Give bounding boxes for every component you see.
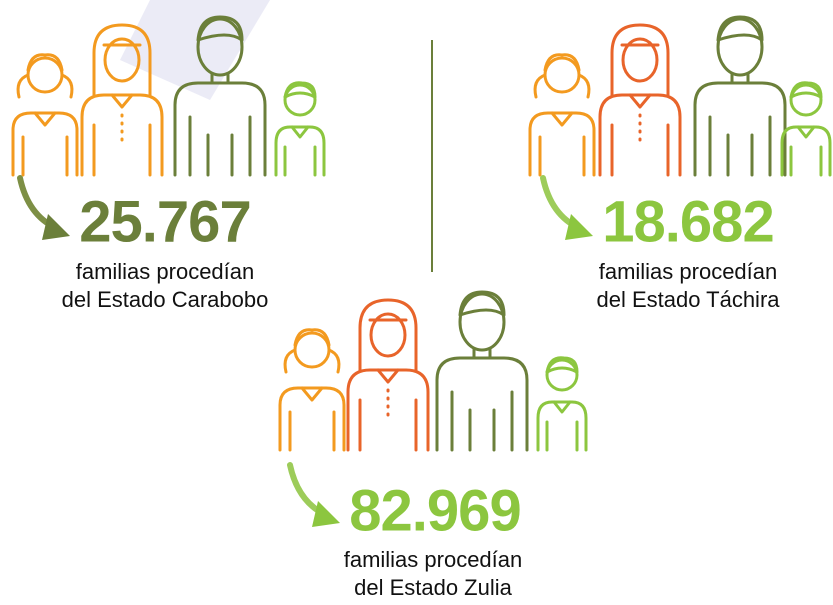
watermark [120, 0, 270, 100]
figure-label: del Estado Táchira [596, 287, 780, 312]
figure-label: del Estado Carabobo [62, 287, 269, 312]
figure-label: familias procedían [76, 259, 255, 284]
arrow [287, 462, 340, 527]
figure-number: 25.767 [79, 189, 250, 254]
figure-label: familias procedían [599, 259, 778, 284]
arrow [17, 175, 70, 240]
figure-label: del Estado Zulia [354, 575, 513, 600]
family-icons [528, 15, 832, 177]
figure-number: 18.682 [602, 189, 773, 254]
arrow [540, 175, 593, 240]
family-icons [278, 290, 588, 452]
figure-number: 82.969 [349, 478, 520, 543]
figure-label: familias procedían [344, 547, 523, 572]
